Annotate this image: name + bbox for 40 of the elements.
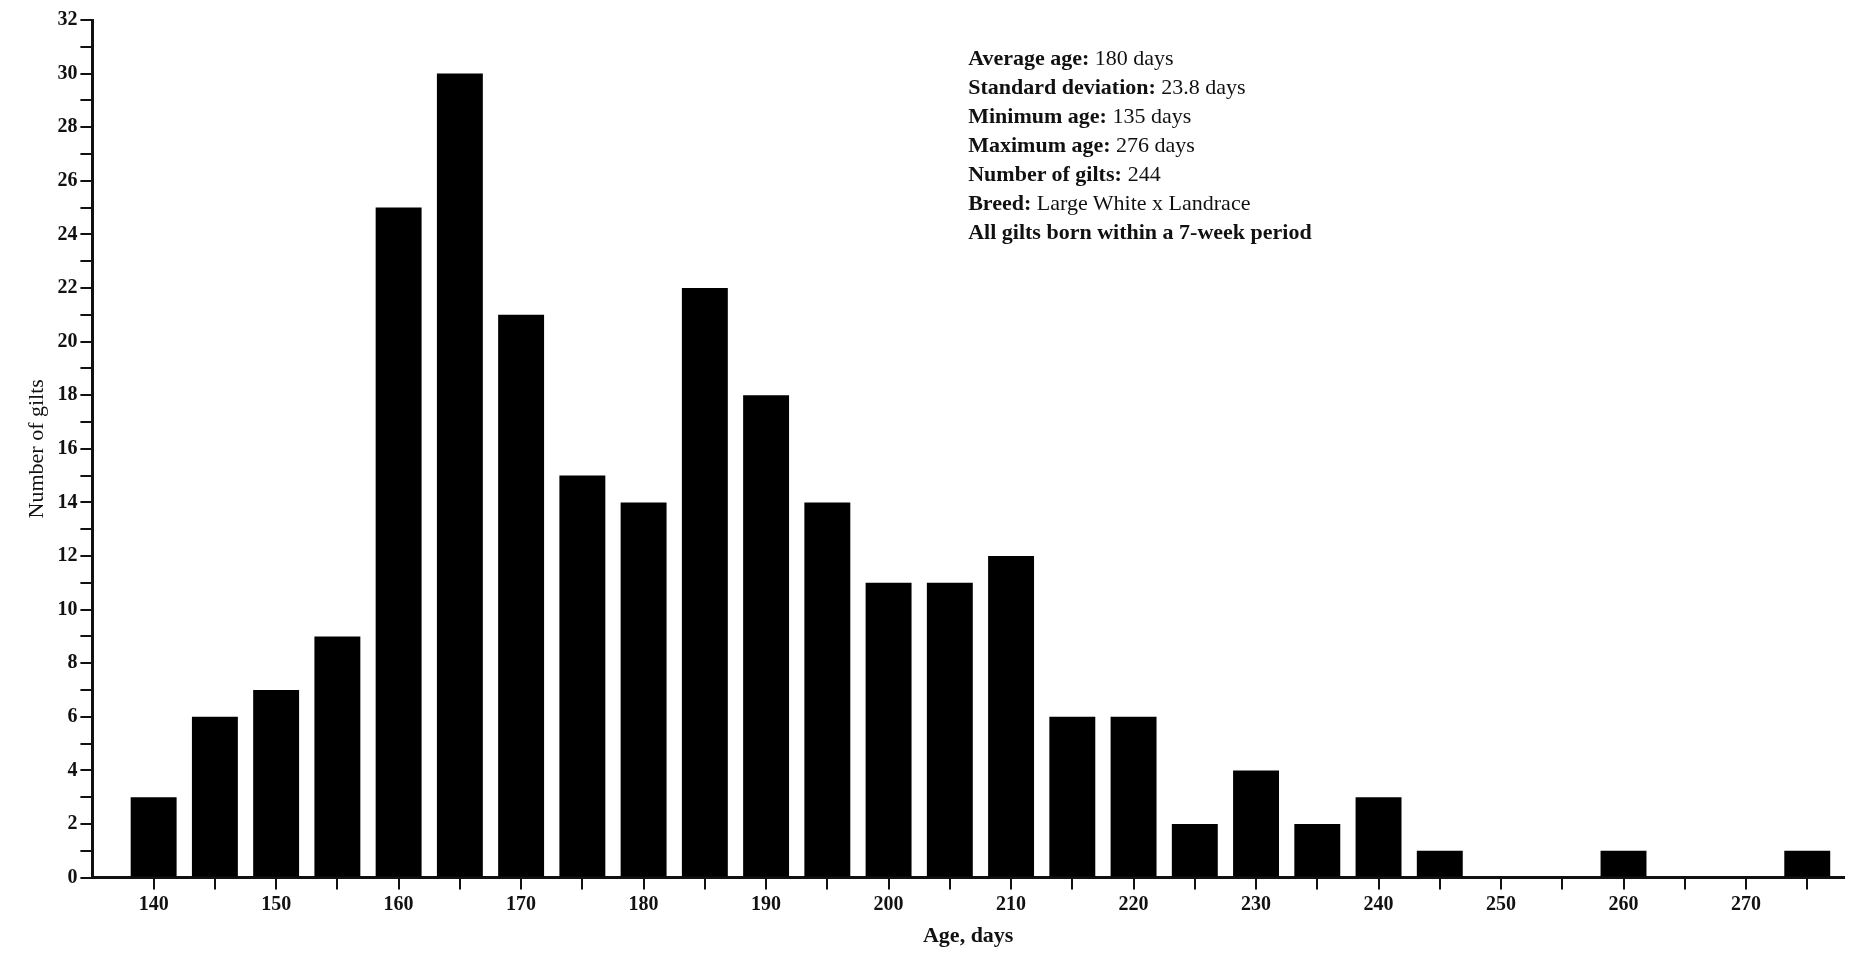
x-tick-label: 240 [1363, 891, 1394, 914]
annotation: Average age: 180 days [968, 45, 1174, 70]
y-tick-label: 0 [67, 864, 78, 887]
x-tick-label: 260 [1608, 891, 1639, 914]
x-tick-label: 210 [996, 891, 1027, 914]
y-tick-label: 10 [57, 596, 78, 619]
x-tick-label: 250 [1486, 891, 1517, 914]
y-tick-label: 6 [67, 703, 78, 726]
x-tick-label: 230 [1241, 891, 1272, 914]
annotation: Standard deviation: 23.8 days [968, 74, 1246, 99]
y-tick-label: 14 [57, 489, 78, 512]
y-tick-label: 8 [67, 650, 78, 673]
x-tick-label: 140 [138, 891, 169, 914]
y-tick-label: 16 [57, 435, 78, 458]
annotation: Number of gilts: 244 [968, 161, 1161, 186]
y-tick-label: 24 [57, 221, 78, 244]
y-tick-label: 12 [57, 543, 78, 566]
annotation: Minimum age: 135 days [968, 103, 1192, 128]
y-tick-label: 4 [67, 757, 78, 780]
x-tick-label: 160 [383, 891, 414, 914]
y-tick-label: 26 [57, 167, 78, 190]
annotation: All gilts born within a 7-week period [968, 219, 1312, 244]
y-tick-label: 20 [57, 328, 78, 351]
x-tick-label: 150 [261, 891, 292, 914]
x-tick-label: 180 [628, 891, 659, 914]
y-tick-label: 32 [57, 7, 78, 30]
x-tick-label: 200 [873, 891, 904, 914]
annotation: Breed: Large White x Landrace [968, 190, 1251, 215]
x-tick-label: 220 [1118, 891, 1149, 914]
y-axis-title: Number of gilts [22, 379, 48, 519]
x-axis-title: Age, days [922, 922, 1014, 948]
x-tick-label: 190 [751, 891, 782, 914]
y-tick-label: 2 [67, 811, 78, 834]
annotation: Maximum age: 276 days [968, 132, 1195, 157]
y-tick-label: 22 [57, 275, 78, 298]
y-tick-label: 30 [57, 60, 78, 83]
x-tick-label: 270 [1731, 891, 1762, 914]
x-tick-label: 170 [506, 891, 537, 914]
y-tick-label: 28 [57, 114, 78, 137]
y-tick-label: 18 [57, 382, 78, 405]
